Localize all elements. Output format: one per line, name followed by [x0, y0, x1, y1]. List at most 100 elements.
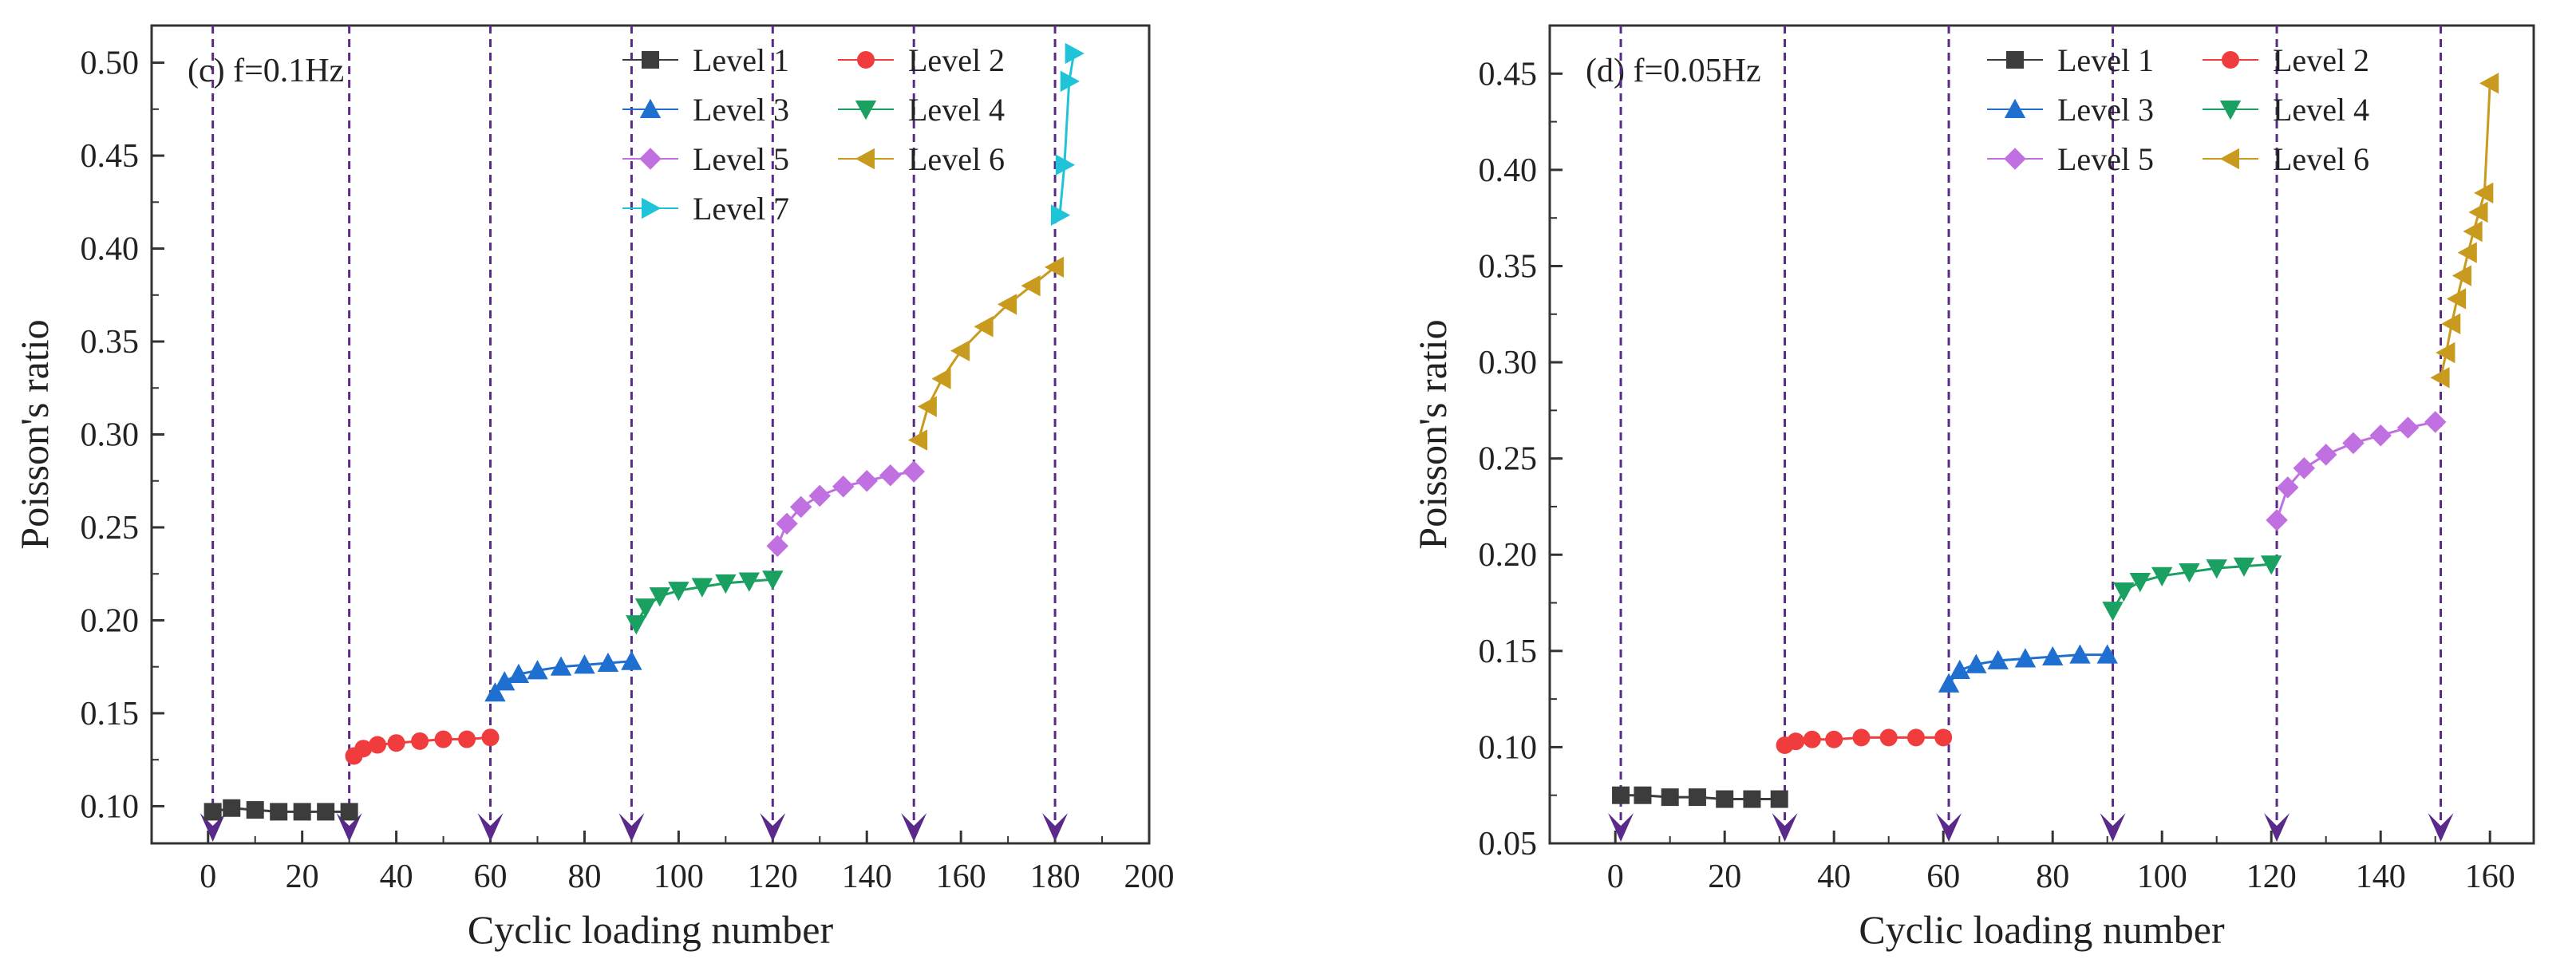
data-point: [762, 570, 784, 590]
legend-label: Level 6: [2273, 141, 2369, 177]
boundary-arrow-icon: [2264, 813, 2290, 842]
legend-marker: [2222, 51, 2239, 69]
data-point: [527, 660, 548, 680]
data-point: [621, 650, 642, 670]
data-point: [2113, 582, 2135, 602]
data-point: [1879, 728, 1898, 747]
legend-label: Level 5: [693, 141, 789, 177]
data-point: [997, 294, 1017, 315]
data-point: [832, 475, 855, 498]
legend-label: Level 6: [908, 141, 1005, 177]
data-point: [2342, 432, 2365, 455]
y-axis-label: Poisson's ratio: [1410, 319, 1455, 549]
x-tick-label: 160: [936, 859, 986, 895]
series-line: [2440, 83, 2491, 378]
data-point: [2436, 341, 2455, 364]
series-line: [1058, 53, 1076, 215]
data-point: [2457, 242, 2477, 263]
legend-label: Level 3: [693, 92, 789, 128]
x-tick-label: 0: [200, 859, 216, 895]
legend-marker: [2006, 51, 2024, 69]
data-point: [879, 464, 902, 487]
x-tick-label: 40: [1817, 859, 1851, 895]
data-point: [411, 732, 429, 750]
data-point: [2277, 476, 2299, 499]
data-point: [2206, 559, 2227, 579]
x-axis-label: Cyclic loading number: [468, 907, 834, 952]
data-point: [1743, 790, 1761, 808]
legend-marker: [2219, 148, 2239, 170]
y-tick-label: 0.15: [81, 696, 140, 732]
legend-label: Level 2: [2273, 42, 2369, 78]
legend-marker: [855, 101, 877, 120]
y-tick-label: 0.45: [1479, 56, 1538, 93]
data-point: [691, 578, 713, 598]
chart-panel-1: 0 20 40 60 80 100 120 140 160 180 200 0.10 0.15 0.20 0…: [12, 24, 1175, 952]
legend-marker: [642, 197, 662, 219]
legend-label: Level 4: [908, 92, 1005, 128]
data-point: [1612, 786, 1630, 804]
x-tick-label: 120: [748, 859, 798, 895]
data-point: [950, 340, 970, 361]
data-point: [2266, 509, 2288, 531]
y-tick-label: 0.05: [1479, 826, 1538, 863]
x-axis-label: Cyclic loading number: [1859, 907, 2225, 952]
data-point: [1050, 204, 1071, 226]
data-point: [550, 656, 572, 676]
data-point: [340, 803, 358, 821]
boundary-arrow-icon: [1608, 813, 1634, 842]
legend-marker: [2219, 101, 2242, 120]
y-tick-label: 0.10: [1479, 729, 1538, 766]
legend-marker: [639, 148, 662, 170]
series-level-7: [1050, 42, 1085, 226]
data-point: [855, 469, 878, 492]
data-point: [597, 652, 619, 673]
legend-label: Level 1: [2057, 42, 2154, 78]
x-tick-label: 100: [2137, 859, 2187, 895]
data-point: [203, 803, 222, 821]
x-tick-label: 0: [1607, 859, 1624, 895]
series-level-4: [2102, 555, 2282, 622]
data-point: [1661, 788, 1679, 807]
legend-marker: [857, 51, 875, 69]
data-point: [2179, 563, 2200, 583]
data-point: [668, 582, 689, 602]
legend: Level 1 Level 2 Level 3 Level 4 Level 5 Level…: [1987, 42, 2369, 177]
data-point: [1770, 790, 1788, 808]
x-tick-label: 100: [654, 859, 704, 895]
x-tick-label: 120: [2246, 859, 2297, 895]
data-point: [434, 730, 452, 748]
series-level-2: [345, 728, 500, 765]
data-point: [907, 429, 928, 451]
legend-marker: [639, 98, 662, 118]
data-point: [1966, 653, 1987, 673]
data-point: [354, 740, 373, 758]
data-point: [1938, 673, 1960, 693]
data-point: [1044, 256, 1065, 278]
legend-marker: [855, 148, 875, 170]
boundary-arrow-icon: [1936, 813, 1962, 842]
data-point: [766, 535, 788, 558]
data-point: [2293, 456, 2316, 480]
y-tick-label: 0.45: [81, 138, 140, 175]
data-point: [1716, 790, 1734, 808]
data-point: [715, 574, 737, 594]
series-level-3: [1938, 644, 2118, 693]
data-point: [2369, 424, 2392, 447]
series-level-6: [2430, 73, 2499, 389]
series-level-3: [484, 650, 642, 702]
legend-label: Level 4: [2273, 92, 2369, 128]
data-point: [2129, 573, 2151, 593]
series-level-1: [203, 799, 358, 821]
data-point: [2474, 182, 2494, 204]
data-point: [1060, 70, 1080, 93]
data-point: [2096, 644, 2118, 664]
data-point: [789, 495, 812, 519]
data-point: [2069, 644, 2091, 664]
series-level-5: [2266, 411, 2447, 531]
panel-label: (c) f=0.1Hz: [188, 53, 344, 89]
series-level-1: [1612, 786, 1788, 808]
y-tick-label: 0.40: [81, 231, 140, 268]
data-point: [2233, 557, 2255, 577]
x-tick-label: 60: [474, 859, 508, 895]
